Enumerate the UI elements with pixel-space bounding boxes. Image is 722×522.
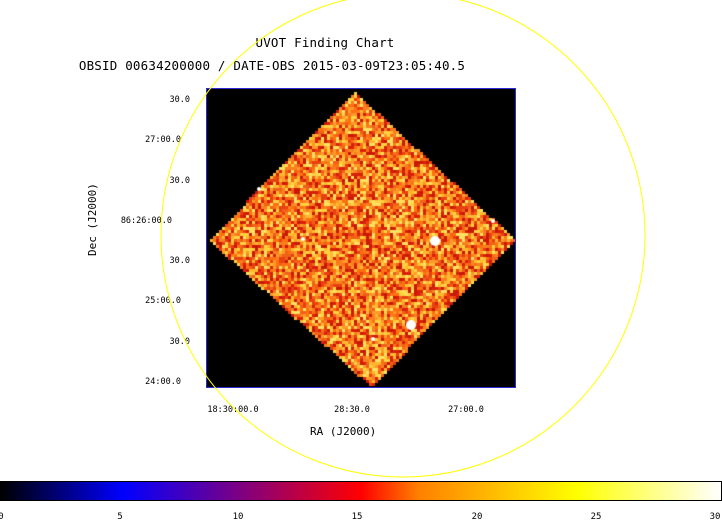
colorbar-tick: 20 (471, 512, 483, 522)
y-tick-label: 86:26:00.0 (120, 216, 172, 226)
exposure-map-canvas (207, 89, 515, 387)
colorbar (0, 481, 722, 501)
sky-image (206, 88, 516, 388)
x-axis-label: RA (J2000) (310, 425, 377, 438)
y-tick-label: 27:00.0 (145, 135, 181, 145)
colorbar-tick: 0 (0, 512, 4, 522)
y-tick-label: 25:00.0 (145, 296, 181, 306)
x-tick-label: 27:00.0 (448, 405, 484, 415)
chart-subtitle: OBSID 00634200000 / DATE-OBS 2015-03-09T… (78, 58, 466, 73)
colorbar-tick: 25 (590, 512, 602, 522)
y-tick-label: 30.0 (169, 95, 190, 105)
x-tick-label: 18:30:00.0 (207, 405, 259, 415)
y-tick-label: 30.0 (169, 337, 190, 347)
colorbar-tick: 30 (709, 512, 721, 522)
chart-title: UVOT Finding Chart (255, 35, 395, 50)
y-axis-label: Dec (J2000) (86, 183, 99, 256)
colorbar-tick: 15 (351, 512, 363, 522)
y-tick-label: 30.0 (169, 256, 190, 266)
colorbar-tick: 10 (232, 512, 244, 522)
x-tick-label: 28:30.0 (334, 405, 370, 415)
y-tick-label: 24:00.0 (145, 377, 181, 387)
colorbar-tick: 5 (117, 512, 123, 522)
